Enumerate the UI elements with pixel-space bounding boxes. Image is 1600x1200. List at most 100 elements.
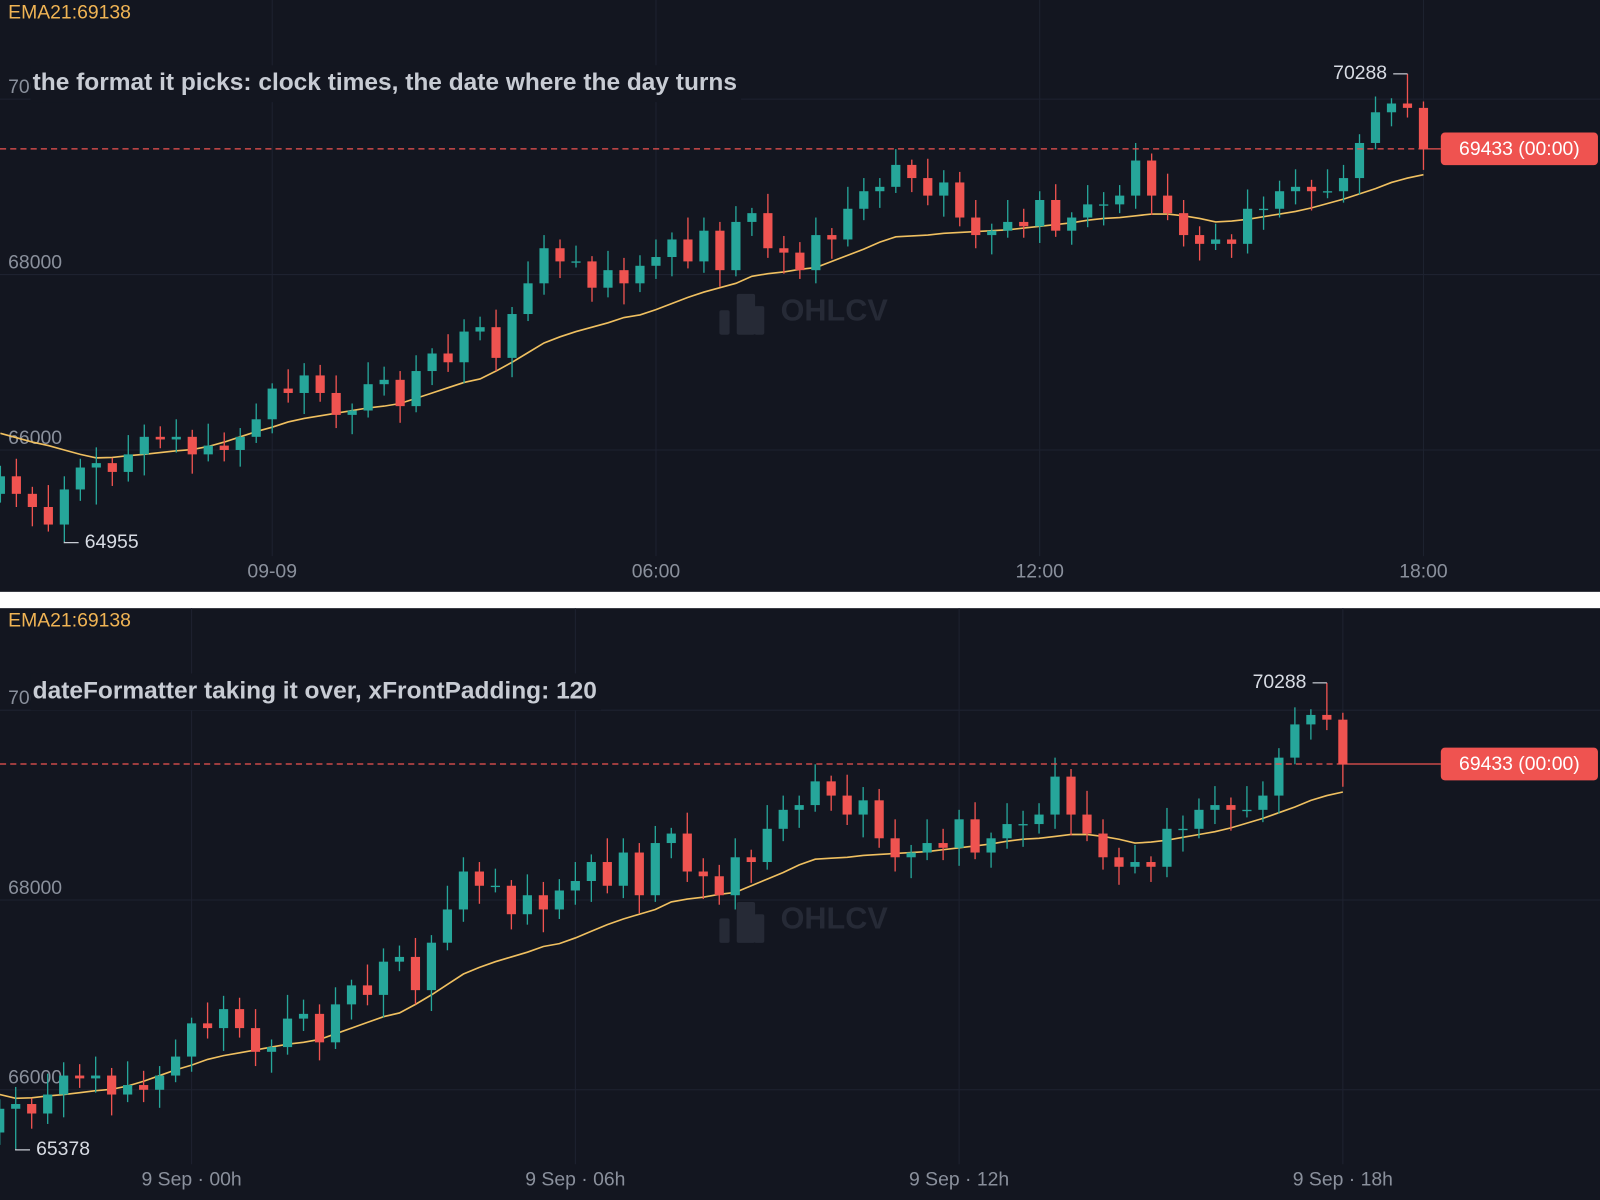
candle-body	[171, 436, 181, 440]
candle-body	[1115, 195, 1125, 205]
candle-body	[266, 1047, 277, 1052]
candle-body	[651, 257, 661, 266]
candle-body	[730, 857, 740, 896]
candle-body	[1338, 719, 1348, 764]
candle-body	[570, 881, 580, 891]
candle-body	[506, 885, 516, 915]
candle-body	[91, 463, 101, 468]
candle-body	[1098, 833, 1108, 858]
candle-body	[282, 1018, 293, 1048]
x-tick-label: 9 Sep · 06h	[525, 1169, 625, 1191]
x-tick-label: 9 Sep · 00h	[141, 1169, 241, 1191]
candle-body	[1035, 199, 1045, 227]
candle-body	[442, 909, 453, 943]
candle-body	[715, 230, 725, 271]
candle-body	[603, 270, 613, 288]
candle-body	[538, 895, 548, 910]
candle-body	[299, 375, 309, 393]
candle-body	[1354, 142, 1365, 179]
candle-body	[1418, 107, 1429, 149]
candle-body	[1002, 824, 1012, 839]
candle-body	[587, 261, 597, 288]
candle-body	[747, 213, 757, 222]
candle-body	[283, 388, 293, 393]
candle-body	[939, 182, 949, 196]
candle-body	[1130, 862, 1140, 867]
candle-body	[234, 1009, 245, 1029]
candle-body	[107, 463, 117, 472]
candle-body	[298, 1013, 309, 1019]
candle-body	[1290, 186, 1301, 192]
candle-body	[1066, 776, 1076, 815]
candle-body	[1242, 208, 1253, 244]
candle-body	[507, 314, 517, 358]
candle-body	[43, 507, 53, 525]
candle-body	[1290, 724, 1300, 758]
candle-body	[1067, 217, 1077, 231]
candle-body	[779, 248, 789, 253]
y-tick-label: 66000	[8, 1067, 62, 1089]
candle-body	[1146, 862, 1156, 867]
candle-body	[219, 445, 229, 450]
candle-body	[139, 436, 149, 455]
x-tick-label: 06:00	[632, 561, 681, 583]
candle-body	[27, 493, 37, 508]
candle-body	[778, 809, 788, 829]
indicator-legend: EMA21:69138	[8, 610, 131, 632]
candle-body	[699, 230, 709, 262]
candle-body	[666, 833, 676, 844]
candle-body	[714, 876, 724, 896]
watermark-icon	[754, 914, 765, 943]
candle-body	[362, 985, 373, 995]
title-background	[30, 673, 602, 711]
candle-body	[1114, 857, 1124, 867]
candle-body	[1258, 208, 1269, 211]
candle-body	[330, 1004, 341, 1043]
candle-body	[1274, 757, 1284, 796]
candle-body	[379, 379, 389, 385]
candle-body	[411, 371, 421, 407]
high-label: 70288	[1253, 671, 1307, 693]
y-tick-label: 68000	[8, 877, 62, 899]
candle-body	[650, 843, 660, 896]
ema-line	[0, 791, 1344, 1100]
candle-body	[139, 1085, 149, 1090]
watermark: OHLCV	[781, 293, 889, 327]
candle-body	[11, 476, 21, 494]
candle-body	[698, 871, 708, 877]
candle-body	[923, 178, 933, 196]
candle-body	[11, 1104, 21, 1109]
candle-body	[1163, 195, 1173, 214]
candle-body	[1322, 714, 1332, 720]
candle-body	[427, 353, 437, 372]
candle-body	[378, 961, 389, 995]
x-tick-label: 18:00	[1399, 561, 1448, 583]
candle-body	[970, 819, 980, 853]
candle-body	[107, 1075, 117, 1095]
candle-body	[986, 838, 996, 853]
watermark-icon	[719, 310, 730, 335]
candle-body	[875, 186, 885, 192]
y-tick-label: 68000	[8, 251, 62, 273]
candle-body	[202, 1023, 213, 1029]
candle-body	[1050, 776, 1060, 815]
last-price-label: 69433 (00:00)	[1459, 753, 1580, 775]
y-tick-label: 66000	[8, 427, 62, 449]
candle-body	[250, 1028, 261, 1052]
candle-body	[858, 800, 868, 815]
watermark-icon	[719, 918, 730, 943]
candle-body	[618, 852, 628, 886]
candle-body	[490, 885, 500, 888]
candle-body	[443, 353, 453, 363]
candle-body	[1131, 160, 1141, 196]
candle-body	[59, 489, 69, 525]
candle-body	[346, 985, 357, 1005]
candle-body	[235, 436, 245, 450]
candle-body	[634, 852, 644, 896]
candle-body	[1226, 805, 1236, 810]
candle-body	[922, 843, 932, 853]
candle-body	[394, 956, 405, 962]
low-marker	[63, 541, 79, 544]
candle-body	[75, 467, 85, 490]
